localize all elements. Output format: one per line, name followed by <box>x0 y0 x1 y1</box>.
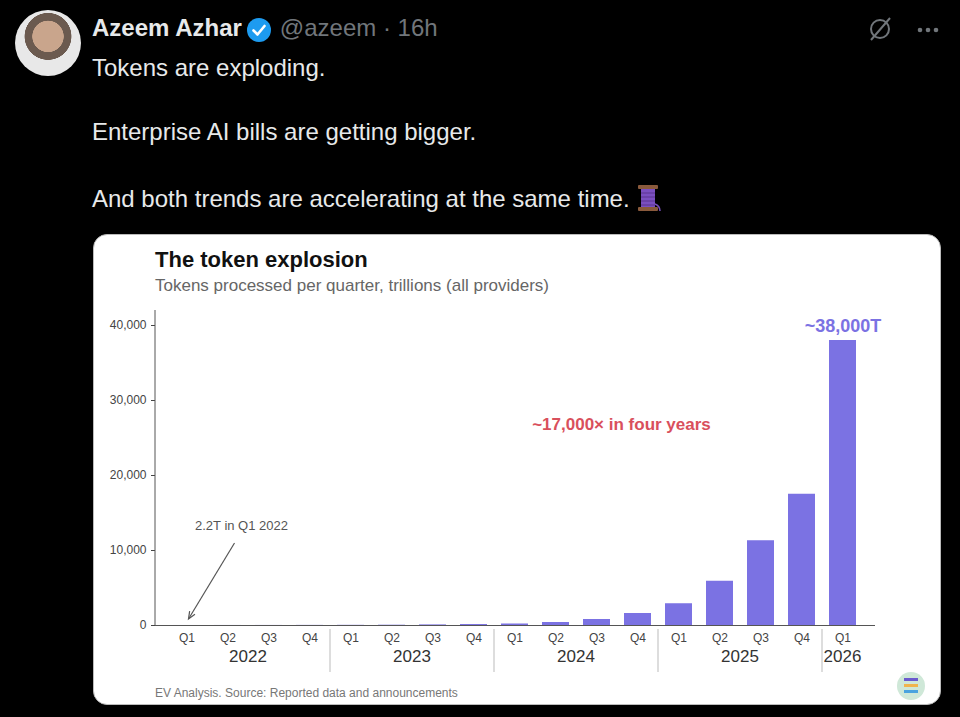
svg-text:30,000: 30,000 <box>110 393 147 407</box>
svg-text:10,000: 10,000 <box>110 543 147 557</box>
svg-text:Q4: Q4 <box>302 631 318 645</box>
html-text:The token explosion: The token explosion <box>155 247 368 272</box>
svg-text:Q1: Q1 <box>507 631 523 645</box>
html-text:@azeem · 16h: @azeem · 16h <box>279 14 438 41</box>
html-text:Tokens are exploding.: Tokens are exploding. <box>92 54 326 81</box>
svg-text:Q4: Q4 <box>630 631 646 645</box>
svg-text:Q3: Q3 <box>261 631 277 645</box>
svg-text:Q1: Q1 <box>343 631 359 645</box>
svg-text:2023: 2023 <box>393 647 431 666</box>
svg-text:2.2T in Q1 2022: 2.2T in Q1 2022 <box>195 518 288 533</box>
svg-text:Q4: Q4 <box>794 631 810 645</box>
svg-text:Q1: Q1 <box>179 631 195 645</box>
svg-text:2026: 2026 <box>824 647 862 666</box>
svg-text:20,000: 20,000 <box>110 468 147 482</box>
svg-text:~38,000T: ~38,000T <box>805 316 882 336</box>
svg-text:~17,000× in four years: ~17,000× in four years <box>532 415 711 434</box>
svg-text:Q2: Q2 <box>548 631 564 645</box>
svg-text:40,000: 40,000 <box>110 318 147 332</box>
svg-text:Q2: Q2 <box>384 631 400 645</box>
html-text:Enterprise AI bills are gettin: Enterprise AI bills are getting bigger. <box>92 118 477 145</box>
svg-text:Q4: Q4 <box>466 631 482 645</box>
html-text:EV Analysis. Source: Reported: EV Analysis. Source: Reported data and a… <box>155 686 458 700</box>
svg-text:0: 0 <box>140 618 147 632</box>
svg-text:2024: 2024 <box>557 647 595 666</box>
svg-text:Q3: Q3 <box>425 631 441 645</box>
svg-text:Q1: Q1 <box>671 631 687 645</box>
html-text:Azeem Azhar: Azeem Azhar <box>92 14 242 41</box>
svg-text:Q3: Q3 <box>753 631 769 645</box>
svg-text:Q3: Q3 <box>589 631 605 645</box>
svg-text:2025: 2025 <box>721 647 759 666</box>
svg-text:Q2: Q2 <box>220 631 236 645</box>
html-text:And both trends are accelerati: And both trends are accelerating at the … <box>92 185 630 212</box>
svg-text:Q2: Q2 <box>712 631 728 645</box>
svg-text:2022: 2022 <box>229 647 267 666</box>
svg-text:Q1: Q1 <box>835 631 851 645</box>
html-text:Tokens processed per quarter,: Tokens processed per quarter, trillions … <box>155 276 549 295</box>
